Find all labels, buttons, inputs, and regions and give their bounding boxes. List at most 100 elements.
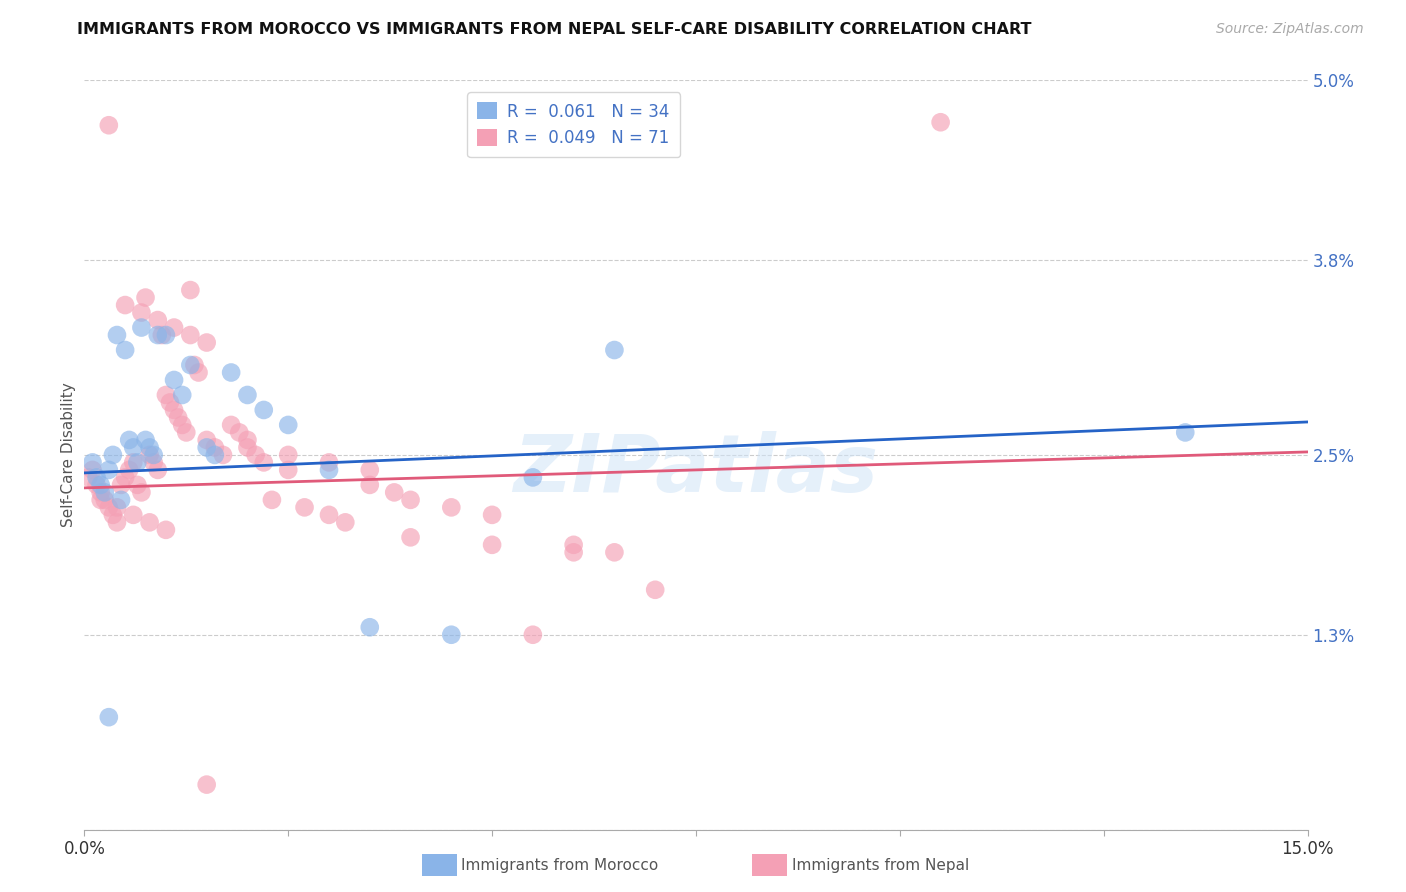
Text: Immigrants from Morocco: Immigrants from Morocco bbox=[461, 858, 658, 872]
Point bbox=[97, 118, 120, 132]
Point bbox=[77, 470, 100, 484]
Point bbox=[159, 395, 181, 409]
Text: Source: ZipAtlas.com: Source: ZipAtlas.com bbox=[1216, 22, 1364, 37]
Point bbox=[195, 433, 218, 447]
Point bbox=[253, 455, 276, 469]
Point bbox=[172, 417, 194, 432]
Point bbox=[603, 343, 626, 357]
Point bbox=[93, 485, 115, 500]
Point bbox=[219, 366, 242, 380]
Point bbox=[163, 403, 186, 417]
Point bbox=[318, 455, 340, 469]
Point bbox=[359, 620, 381, 634]
Point bbox=[135, 433, 157, 447]
Point bbox=[236, 433, 259, 447]
Point bbox=[167, 410, 190, 425]
Point bbox=[603, 545, 626, 559]
Point bbox=[481, 508, 503, 522]
Point bbox=[118, 463, 141, 477]
Point bbox=[294, 500, 316, 515]
Point bbox=[105, 516, 128, 530]
Point bbox=[127, 455, 149, 469]
Point bbox=[82, 455, 104, 469]
Text: Immigrants from Nepal: Immigrants from Nepal bbox=[792, 858, 969, 872]
Point bbox=[277, 448, 299, 462]
Point bbox=[359, 478, 381, 492]
Text: ZIPatlas: ZIPatlas bbox=[513, 431, 879, 509]
Point bbox=[101, 508, 124, 522]
Point bbox=[562, 545, 585, 559]
Point bbox=[142, 455, 165, 469]
Point bbox=[86, 478, 108, 492]
Point bbox=[101, 448, 124, 462]
Point bbox=[277, 463, 299, 477]
Point bbox=[97, 463, 120, 477]
Point bbox=[155, 328, 177, 343]
Point bbox=[236, 441, 259, 455]
Point bbox=[195, 441, 218, 455]
Point bbox=[335, 516, 357, 530]
Point bbox=[382, 485, 405, 500]
Point bbox=[138, 441, 160, 455]
Text: IMMIGRANTS FROM MOROCCO VS IMMIGRANTS FROM NEPAL SELF-CARE DISABILITY CORRELATIO: IMMIGRANTS FROM MOROCCO VS IMMIGRANTS FR… bbox=[77, 22, 1032, 37]
Point bbox=[163, 320, 186, 334]
Point bbox=[522, 470, 544, 484]
Point bbox=[82, 463, 104, 477]
Point bbox=[122, 441, 145, 455]
Point bbox=[163, 373, 186, 387]
Point bbox=[318, 508, 340, 522]
Point bbox=[86, 470, 108, 484]
Point bbox=[359, 463, 381, 477]
Point bbox=[93, 492, 115, 507]
Point bbox=[179, 328, 201, 343]
Point bbox=[236, 388, 259, 402]
Point bbox=[138, 448, 160, 462]
Point bbox=[204, 441, 226, 455]
Point bbox=[253, 403, 276, 417]
Point bbox=[146, 328, 169, 343]
Point bbox=[228, 425, 250, 440]
Point bbox=[204, 448, 226, 462]
Point bbox=[929, 115, 952, 129]
Point bbox=[179, 358, 201, 372]
Point bbox=[440, 628, 463, 642]
Point bbox=[155, 388, 177, 402]
Point bbox=[318, 463, 340, 477]
Point bbox=[97, 710, 120, 724]
Point bbox=[105, 500, 128, 515]
Point bbox=[90, 492, 112, 507]
Point bbox=[399, 530, 422, 544]
Point bbox=[183, 358, 205, 372]
Point bbox=[212, 448, 235, 462]
Point bbox=[110, 492, 132, 507]
Point bbox=[110, 478, 132, 492]
Point bbox=[245, 448, 267, 462]
Point bbox=[127, 478, 149, 492]
Point bbox=[131, 320, 153, 334]
Point bbox=[118, 433, 141, 447]
Point bbox=[172, 388, 194, 402]
Point bbox=[562, 538, 585, 552]
Point bbox=[90, 478, 112, 492]
Point bbox=[260, 492, 283, 507]
Point bbox=[399, 492, 422, 507]
Point bbox=[195, 778, 218, 792]
Point bbox=[219, 417, 242, 432]
Point bbox=[277, 417, 299, 432]
Point bbox=[131, 305, 153, 319]
Point bbox=[135, 291, 157, 305]
Point bbox=[114, 298, 136, 312]
Point bbox=[522, 628, 544, 642]
Point bbox=[138, 516, 160, 530]
Point bbox=[142, 448, 165, 462]
Point bbox=[90, 485, 112, 500]
Point bbox=[187, 366, 209, 380]
Point bbox=[179, 283, 201, 297]
Point bbox=[131, 485, 153, 500]
Point bbox=[155, 523, 177, 537]
Point bbox=[114, 470, 136, 484]
Point bbox=[1174, 425, 1197, 440]
Legend: R =  0.061   N = 34, R =  0.049   N = 71: R = 0.061 N = 34, R = 0.049 N = 71 bbox=[467, 93, 681, 157]
Point bbox=[146, 463, 169, 477]
Point bbox=[114, 343, 136, 357]
